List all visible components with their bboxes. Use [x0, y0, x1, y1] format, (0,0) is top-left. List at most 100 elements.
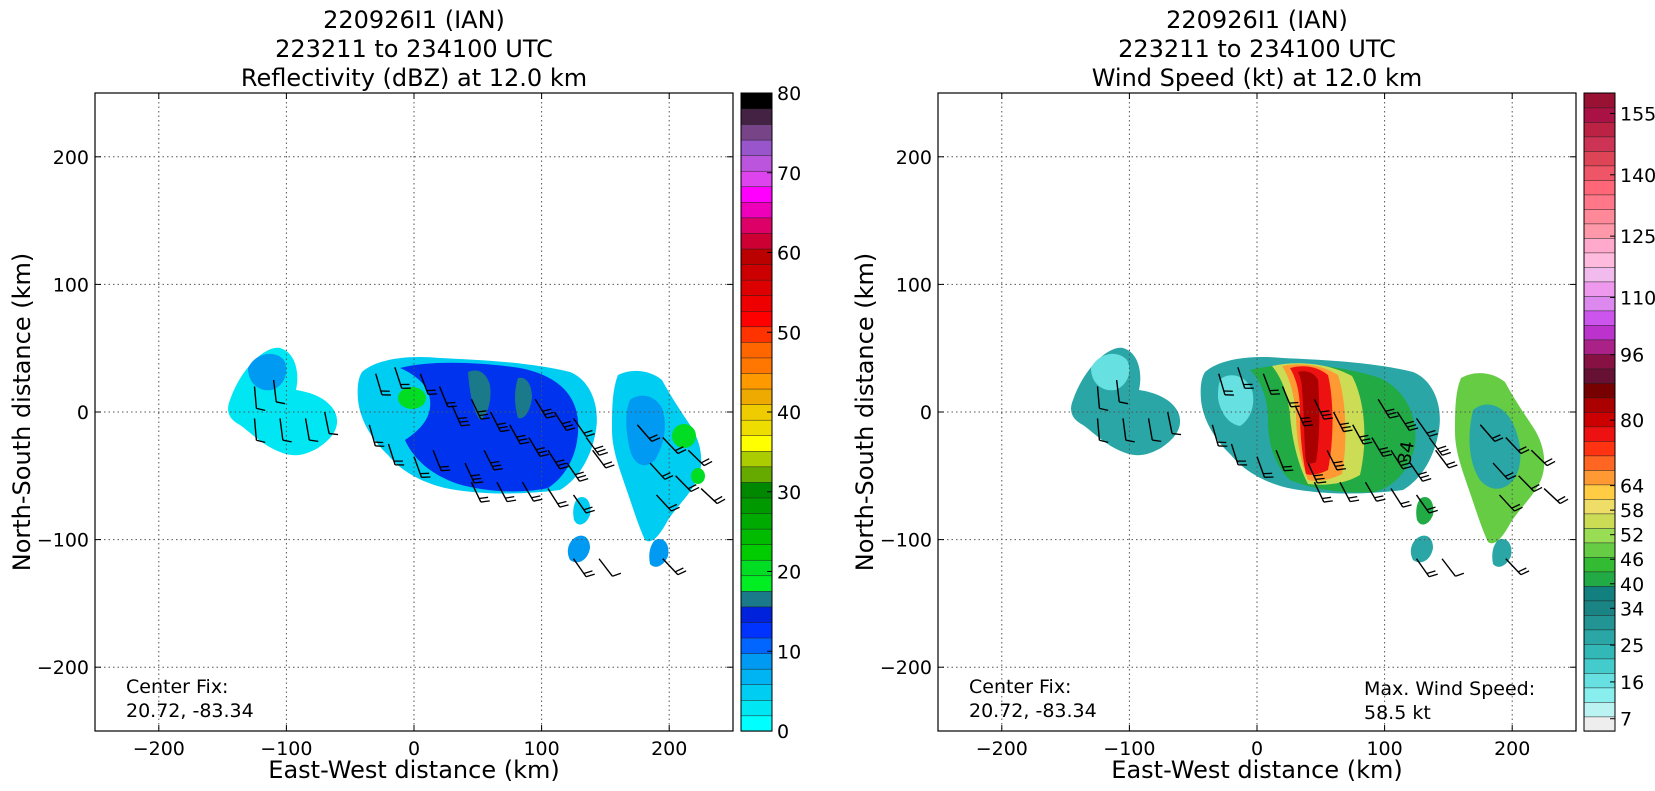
wind-speed-colorbar-swatch [1584, 180, 1615, 195]
reflectivity-colorbar-swatch [741, 233, 772, 249]
reflectivity-y-tick-label: 200 [53, 147, 89, 169]
reflectivity-colorbar-swatch [741, 684, 772, 700]
wind-speed-colorbar-tick-label: 155 [1620, 103, 1655, 125]
reflectivity-colorbar-swatch [741, 342, 772, 358]
reflectivity-y-axis-label: North-South distance (km) [8, 253, 36, 572]
reflectivity-colorbar-swatch [741, 715, 772, 731]
reflectivity-colorbar-tick-label: 50 [777, 322, 801, 344]
wind-speed-colorbar-tick-label: 46 [1620, 549, 1644, 571]
wind-speed-colorbar-swatch [1584, 543, 1615, 558]
reflectivity-colorbar-swatch [741, 249, 772, 265]
wind-speed-colorbar-swatch [1584, 702, 1615, 717]
wind-speed-center-fix-value: 20.72, -83.34 [969, 700, 1097, 722]
wind-speed-contour-label: 34 [1394, 440, 1419, 466]
wind-speed-colorbar-swatch [1584, 412, 1615, 427]
wind-speed-colorbar-tick-label: 16 [1620, 672, 1644, 694]
reflectivity-colorbar-swatch [741, 513, 772, 529]
wind-speed-title-line-3: Wind Speed (kt) at 12.0 km [1092, 64, 1423, 92]
reflectivity-colorbar-swatch [741, 389, 772, 405]
reflectivity-y-tick-label: −100 [37, 530, 89, 552]
reflectivity-colorbar-tick-label: 40 [777, 402, 801, 424]
reflectivity-core-east-2 [691, 468, 705, 484]
reflectivity-colorbar-tick-label: 0 [777, 721, 789, 743]
wind-speed-colorbar-swatch [1584, 383, 1615, 398]
reflectivity-colorbar-swatch [741, 591, 772, 607]
wind-speed-colorbar-swatch [1584, 93, 1615, 108]
wind-speed-colorbar-tick-label: 52 [1620, 525, 1644, 547]
wind-speed-y-tick-label: −100 [880, 530, 932, 552]
reflectivity-title-line-1: 220926I1 (IAN) [323, 6, 505, 34]
wind-speed-colorbar-swatch [1584, 325, 1615, 340]
wind-speed-title-line-1: 220926I1 (IAN) [1166, 6, 1348, 34]
reflectivity-colorbar-swatch [741, 280, 772, 296]
reflectivity-colorbar-swatch [741, 544, 772, 560]
wind-speed-colorbar-swatch [1584, 470, 1615, 485]
reflectivity-colorbar-swatch [741, 669, 772, 685]
wind-speed-colorbar-swatch [1584, 195, 1615, 210]
wind-speed-colorbar-swatch [1584, 122, 1615, 137]
reflectivity-colorbar-swatch [741, 560, 772, 576]
wind-speed-colorbar-tick-label: 140 [1620, 165, 1655, 187]
reflectivity-colorbar-tick-label: 70 [777, 163, 801, 185]
reflectivity-panel: 220926I1 (IAN) 223211 to 234100 UTC Refl… [8, 6, 801, 784]
reflectivity-colorbar-tick-label: 30 [777, 482, 801, 504]
reflectivity-colorbar-swatch [741, 93, 772, 109]
wind-speed-colorbar-tick-label: 64 [1620, 476, 1644, 498]
wind-speed-y-axis-label: North-South distance (km) [851, 253, 879, 572]
reflectivity-colorbar-swatch [741, 155, 772, 171]
wind-speed-y-tick-label: 100 [896, 274, 932, 296]
wind-speed-colorbar-swatch [1584, 659, 1615, 674]
wind-speed-colorbar-swatch [1584, 369, 1615, 384]
reflectivity-colorbar-swatch [741, 451, 772, 467]
wind-speed-x-tick-label: −200 [976, 738, 1028, 760]
wind-speed-colorbar-swatch [1584, 151, 1615, 166]
reflectivity-colorbar-swatch [741, 575, 772, 591]
wind-speed-colorbar-swatch [1584, 238, 1615, 253]
reflectivity-colorbar-swatch [741, 482, 772, 498]
wind-speed-colorbar-swatch [1584, 166, 1615, 181]
wind-speed-colorbar-tick-label: 40 [1620, 574, 1644, 596]
wind-speed-colorbar-tick-label: 96 [1620, 345, 1644, 367]
wind-speed-center-fix-label: Center Fix: [969, 676, 1071, 698]
reflectivity-colorbar-swatch [741, 529, 772, 545]
wind-speed-y-tick-label: −200 [880, 657, 932, 679]
wind-speed-colorbar-swatch [1584, 456, 1615, 471]
wind-speed-colorbar-swatch [1584, 630, 1615, 645]
wind-speed-y-tick-label: 200 [896, 147, 932, 169]
wind-speed-colorbar-tick-label: 25 [1620, 635, 1644, 657]
reflectivity-center-fix-value: 20.72, -83.34 [126, 700, 254, 722]
reflectivity-colorbar-swatch [741, 295, 772, 311]
reflectivity-x-tick-label: 200 [651, 738, 687, 760]
reflectivity-colorbar-swatch [741, 622, 772, 638]
reflectivity-colorbar-swatch [741, 653, 772, 669]
wind-speed-colorbar-swatch [1584, 311, 1615, 326]
wind-speed-colorbar-tick-label: 34 [1620, 598, 1644, 620]
reflectivity-y-tick-label: 0 [77, 402, 89, 424]
reflectivity-center-fix-label: Center Fix: [126, 676, 228, 698]
wind-speed-colorbar-swatch [1584, 673, 1615, 688]
reflectivity-colorbar-swatch [741, 264, 772, 280]
reflectivity-colorbar-swatch [741, 124, 772, 140]
wind-speed-colorbar-tick-label: 125 [1620, 226, 1655, 248]
wind-speed-panel: 220926I1 (IAN) 223211 to 234100 UTC Wind… [851, 6, 1655, 784]
reflectivity-core-center [398, 387, 426, 409]
reflectivity-y-tick-label: −200 [37, 657, 89, 679]
wind-speed-colorbar-swatch [1584, 398, 1615, 413]
reflectivity-title-line-2: 223211 to 234100 UTC [275, 35, 553, 63]
reflectivity-colorbar-tick-label: 10 [777, 641, 801, 663]
wind-speed-colorbar-tick-label: 7 [1620, 709, 1632, 731]
reflectivity-y-tick-label: 100 [53, 274, 89, 296]
wind-speed-colorbar-tick-label: 58 [1620, 500, 1644, 522]
wind-speed-colorbar-swatch [1584, 514, 1615, 529]
wind-speed-colorbar-swatch [1584, 267, 1615, 282]
wind-speed-x-tick-label: 200 [1494, 738, 1530, 760]
reflectivity-colorbar-swatch [741, 373, 772, 389]
wind-speed-x-axis-label: East-West distance (km) [1111, 756, 1402, 784]
wind-speed-colorbar-swatch [1584, 137, 1615, 152]
reflectivity-title-line-3: Reflectivity (dBZ) at 12.0 km [241, 64, 587, 92]
